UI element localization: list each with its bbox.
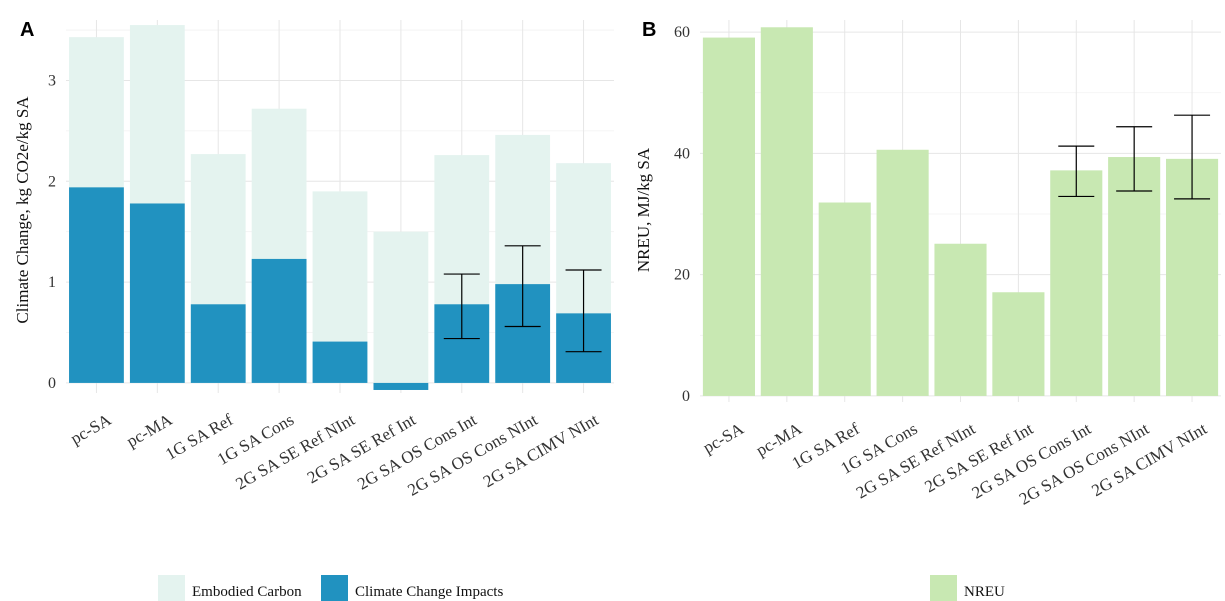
y-tick-label: 60 (674, 24, 690, 41)
bar-climate-change-impacts-1g-sa-ref (190, 304, 246, 383)
bar-nreu-1g-sa-cons (876, 149, 929, 396)
bar-nreu-2g-sa-os-cons-int (1050, 170, 1103, 396)
y-tick-label: 3 (48, 72, 56, 89)
panel-b-legend: NREU (930, 575, 1005, 601)
panel-b-letter: B (642, 19, 656, 41)
bar-climate-change-impacts-2g-sa-se-ref-nint (312, 341, 368, 383)
y-tick-label: 0 (682, 388, 690, 405)
x-tick-label-pc-sa: pc-SA (67, 410, 115, 449)
bar-nreu-pc-ma (760, 27, 813, 396)
panel-a-letter: A (20, 19, 34, 41)
panel-b-y-axis-title: NREU, MJ/kg SA (634, 147, 653, 272)
error-bar-2g-sa-os-cons-int (443, 273, 480, 340)
bar-climate-change-impacts-2g-sa-se-ref-int (373, 382, 429, 390)
y-tick-label: 1 (48, 274, 56, 291)
legend-swatch-nreu (930, 575, 957, 601)
error-bar-2g-sa-os-cons-nint (504, 245, 541, 328)
bar-climate-change-impacts-pc-sa (69, 187, 124, 383)
x-tick-label-pc-sa: pc-SA (700, 419, 748, 458)
y-tick-label: 20 (674, 267, 690, 284)
legend-swatch-embodied-carbon (158, 575, 185, 601)
legend-label-climate-change-impacts: Climate Change Impacts (355, 584, 503, 600)
y-tick-label: 2 (48, 173, 56, 190)
y-tick-label: 40 (674, 145, 690, 162)
bar-nreu-2g-sa-se-ref-int (992, 292, 1045, 396)
y-tick-label: 0 (48, 375, 56, 392)
panel-a-y-axis-title: Climate Change, kg CO2e/kg SA (13, 96, 32, 324)
error-bar-2g-sa-os-cons-nint (1116, 126, 1153, 192)
bar-climate-change-impacts-1g-sa-cons (251, 258, 307, 383)
panel-a-legend: Embodied Carbon Climate Change Impacts (158, 575, 503, 601)
bar-embodied-carbon-2g-sa-se-ref-int (373, 231, 429, 383)
bar-nreu-2g-sa-se-ref-nint (934, 243, 987, 396)
legend-swatch-climate-change-impacts (321, 575, 348, 601)
bar-nreu-1g-sa-ref (818, 202, 871, 396)
legend-label-nreu: NREU (964, 584, 1005, 600)
bar-nreu-pc-sa (702, 37, 755, 396)
legend-label-embodied-carbon: Embodied Carbon (192, 584, 302, 600)
error-bar-2g-sa-cimv-nint (565, 269, 602, 353)
bar-nreu-2g-sa-os-cons-nint (1108, 157, 1161, 396)
error-bar-2g-sa-os-cons-int (1058, 145, 1095, 198)
bar-climate-change-impacts-pc-ma (129, 203, 185, 383)
error-bar-2g-sa-cimv-nint (1174, 114, 1211, 200)
